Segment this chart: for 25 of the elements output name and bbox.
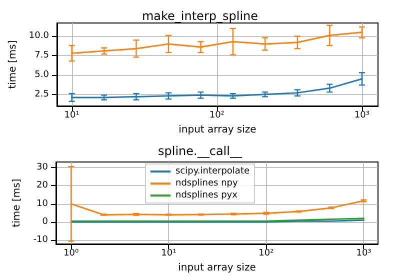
y-tick-label: -10 xyxy=(33,235,48,246)
y-tick-label: 2.5 xyxy=(34,89,49,100)
x-tick-label: 10³ xyxy=(356,248,372,258)
x-tick-label: 10² xyxy=(209,110,225,120)
x-axis-title: input array size xyxy=(178,262,256,274)
y-tick-label: 7.5 xyxy=(34,50,49,61)
y-tick-label: 30 xyxy=(36,162,48,172)
y-tick-label: 0 xyxy=(42,217,48,227)
x-tick-label: 10⁰ xyxy=(64,248,80,258)
x-axis-title: input array size xyxy=(178,124,256,136)
y-axis-title: time [ms] xyxy=(12,178,22,228)
x-tick-label: 10¹ xyxy=(64,110,80,120)
x-tick-label: 10² xyxy=(258,248,274,258)
y-tick-label: 5.0 xyxy=(34,70,50,80)
legend-label: ndsplines pyx xyxy=(175,190,238,200)
x-tick-label: 10³ xyxy=(354,110,370,120)
chart-title: spline.__call__ xyxy=(158,144,243,158)
y-tick-label: 10.0 xyxy=(28,31,50,42)
chart-title: make_interp_spline xyxy=(142,9,258,23)
y-tick-label: 10 xyxy=(36,198,48,209)
legend-label: ndsplines npy xyxy=(175,178,239,188)
y-axis-title: time [ms] xyxy=(8,40,18,89)
legend-label: scipy.interpolate xyxy=(175,166,250,176)
x-tick-label: 10¹ xyxy=(161,248,177,258)
y-tick-label: 20 xyxy=(36,180,48,191)
